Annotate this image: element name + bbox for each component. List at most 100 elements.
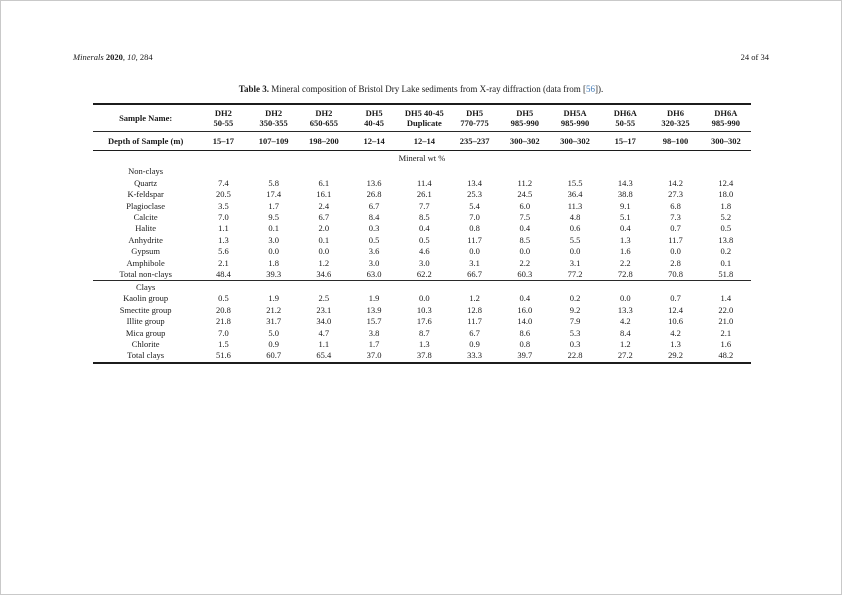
sample-column-header: DH5 770-775	[449, 104, 500, 132]
table-cell: 15.7	[366, 316, 382, 327]
row-label: Anhydrite	[128, 234, 163, 245]
sample-interval: 50-55	[615, 118, 636, 128]
table-cell: 0.1	[268, 223, 279, 234]
table-cell: 1.3	[419, 338, 430, 349]
sample-interval: 320-325	[661, 118, 690, 128]
table-cell: 15.5	[567, 177, 583, 188]
table-row: Quartz 7.4 5.8 6.1 13.6 11.4 13.4 11.2 15.5 14.3 1…	[93, 178, 751, 189]
depth-label: Depth of Sample (m)	[93, 131, 199, 152]
sample-column-header: DH6 320-325	[650, 104, 701, 132]
table-cell: 8.5	[419, 211, 430, 222]
unit-header-row: Mineral wt %	[93, 151, 751, 166]
table-cell: 1.3	[619, 234, 631, 245]
table-cell: 5.5	[569, 234, 581, 245]
table-cell: 11.3	[567, 200, 583, 211]
table-cell: 13.6	[366, 177, 382, 188]
table-cell: 14.2	[668, 177, 683, 188]
table-cell: 0.5	[720, 223, 732, 234]
sample-interval: Duplicate	[406, 118, 442, 128]
table-cell: 17.4	[266, 189, 282, 200]
table-cell: 22.8	[567, 350, 583, 361]
sample-name: DH5A	[563, 107, 587, 118]
table-cell: 0.8	[469, 223, 480, 234]
table-row: Mica group 7.0 5.0 4.7 3.8 8.7 6.7 8.6 5.3 8.4 4.2…	[93, 328, 751, 339]
row-label: Illite group	[126, 316, 165, 327]
table-cell: 7.3	[670, 211, 681, 222]
table-cell: 1.9	[368, 293, 380, 304]
table-cell: 0.8	[519, 338, 531, 349]
table-cell: 11.7	[467, 234, 482, 245]
table-cell: 13.9	[366, 304, 382, 315]
text-run: Mineral composition of Bristol Dry Lake …	[268, 84, 586, 94]
table-cell: 1.6	[720, 338, 732, 349]
table-cell: 0.6	[569, 223, 581, 234]
sample-column-header: DH2 650-655	[298, 104, 349, 132]
sample-name-header-row: Sample Name: DH2 50-55 DH2 350-355 DH2 650-655…	[93, 104, 751, 132]
depth-value: 300–302	[700, 131, 751, 152]
table-cell: 22.0	[718, 304, 734, 315]
table-cell: 10.6	[668, 316, 683, 327]
table-cell: 6.1	[318, 177, 330, 188]
table-cell: 34.0	[316, 316, 332, 327]
sample-column-header: DH2 50-55	[198, 104, 249, 132]
table-cell: 1.6	[619, 246, 631, 257]
table-row: Halite 1.1 0.1 2.0 0.3 0.4 0.8 0.4 0.6 0.4 0.7 0.5	[93, 223, 751, 234]
table-cell: 62.2	[399, 268, 450, 282]
table-cell: 5.8	[268, 177, 279, 188]
table-cell: 1.3	[670, 338, 681, 349]
table-cell: 0.7	[670, 223, 681, 234]
table-cell: 9.2	[569, 304, 581, 315]
corner-label: Sample Name:	[93, 104, 199, 132]
depth-header-row: Depth of Sample (m) 15–17 107–109 198–200 12…	[93, 131, 751, 152]
table-cell: 27.3	[668, 189, 683, 200]
sample-interval: 985-990	[711, 118, 740, 128]
sample-name: DH6A	[613, 107, 637, 118]
table-cell: 37.0	[366, 350, 382, 361]
table-cell: 0.0	[619, 293, 631, 304]
text-run: ,	[122, 52, 128, 62]
sample-name: DH2	[315, 107, 333, 118]
table-cell: 1.4	[720, 293, 732, 304]
table-cell: 18.0	[718, 189, 734, 200]
row-label: Chlorite	[131, 338, 160, 349]
table-cell: 6.7	[368, 200, 380, 211]
table-cell: 7.4	[218, 177, 229, 188]
table-row: Calcite 7.0 9.5 6.7 8.4 8.5 7.0 7.5 4.8 5.1 7.3 5.2	[93, 212, 751, 223]
table-cell: 14.0	[517, 316, 533, 327]
table-cell: 13.3	[617, 304, 633, 315]
table-cell: 3.1	[569, 257, 581, 268]
table-cell: 51.6	[215, 350, 231, 361]
sample-name: DH6A	[714, 107, 738, 118]
table-cell: 1.9	[268, 293, 279, 304]
row-label: Calcite	[133, 211, 158, 222]
sample-interval: 350-355	[259, 118, 288, 128]
text-run: ]).	[594, 84, 604, 94]
section-label-row: Non-clays	[93, 166, 751, 178]
table-cell: 36.4	[567, 189, 583, 200]
table-cell: 12.4	[718, 177, 734, 188]
sample-interval: 40-45	[364, 118, 385, 128]
depth-value: 98–100	[650, 131, 701, 152]
sample-column-header: DH5 40-45 Duplicate	[399, 104, 450, 132]
sample-interval: 650-655	[309, 118, 339, 128]
table-cell: 4.2	[619, 316, 631, 327]
table-cell: 3.0	[368, 257, 380, 268]
table-cell: 8.7	[419, 327, 430, 338]
sample-column-header: DH2 350-355	[248, 104, 299, 132]
table-cell: 11.2	[517, 177, 533, 188]
table-cell: 6.0	[519, 200, 531, 211]
table-cell: 4.2	[670, 327, 681, 338]
table-cell: 8.6	[519, 327, 531, 338]
section-label-row: Clays	[93, 281, 751, 293]
table-row: Kaolin group 0.5 1.9 2.5 1.9 0.0 1.2 0.4 0.2 0.0 0…	[93, 293, 751, 304]
table-cell: 23.1	[316, 304, 332, 315]
sample-interval: 50-55	[213, 118, 234, 128]
row-label: Kaolin group	[123, 293, 169, 304]
table-cell: 1.8	[720, 200, 732, 211]
table-cell: 7.0	[218, 211, 229, 222]
table-cell: 8.4	[619, 327, 631, 338]
sample-column-header: DH5 985-990	[499, 104, 550, 132]
table-cell: 25.3	[467, 189, 482, 200]
table-cell: 39.3	[248, 268, 299, 282]
reference-56-link[interactable]: 56	[585, 84, 595, 94]
